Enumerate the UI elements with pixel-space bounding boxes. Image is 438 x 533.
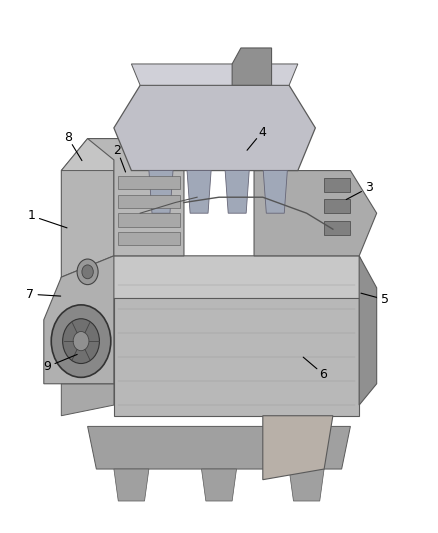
Polygon shape — [88, 139, 184, 256]
Circle shape — [51, 305, 111, 377]
Polygon shape — [114, 469, 149, 501]
Text: 3: 3 — [365, 181, 373, 194]
Polygon shape — [131, 64, 298, 85]
Bar — [324, 221, 350, 235]
Polygon shape — [225, 171, 249, 213]
Polygon shape — [114, 85, 315, 171]
Polygon shape — [44, 256, 114, 384]
Polygon shape — [61, 139, 184, 171]
Text: 6: 6 — [319, 368, 327, 381]
Text: 8: 8 — [64, 131, 72, 144]
Polygon shape — [359, 256, 377, 405]
Circle shape — [73, 332, 89, 351]
Polygon shape — [201, 469, 237, 501]
Polygon shape — [263, 171, 287, 213]
Polygon shape — [61, 256, 114, 384]
Circle shape — [77, 259, 98, 285]
Polygon shape — [61, 139, 114, 277]
Circle shape — [82, 265, 93, 279]
Bar — [324, 178, 350, 192]
Polygon shape — [263, 416, 333, 480]
Circle shape — [63, 319, 99, 364]
Polygon shape — [289, 469, 324, 501]
Polygon shape — [88, 426, 350, 469]
Text: 9: 9 — [43, 360, 51, 373]
Polygon shape — [254, 171, 377, 256]
Text: 4: 4 — [258, 126, 266, 139]
Bar — [118, 195, 180, 208]
Polygon shape — [149, 171, 173, 213]
Bar — [324, 199, 350, 213]
Polygon shape — [61, 256, 377, 298]
Polygon shape — [187, 171, 211, 213]
Bar — [118, 232, 180, 245]
Bar — [118, 176, 180, 189]
Text: 5: 5 — [381, 293, 389, 306]
Bar — [118, 213, 180, 227]
Text: 1: 1 — [28, 209, 35, 222]
Text: 2: 2 — [113, 144, 121, 157]
Text: 7: 7 — [26, 288, 34, 301]
Polygon shape — [61, 384, 114, 416]
Polygon shape — [232, 48, 272, 85]
Polygon shape — [114, 256, 359, 416]
